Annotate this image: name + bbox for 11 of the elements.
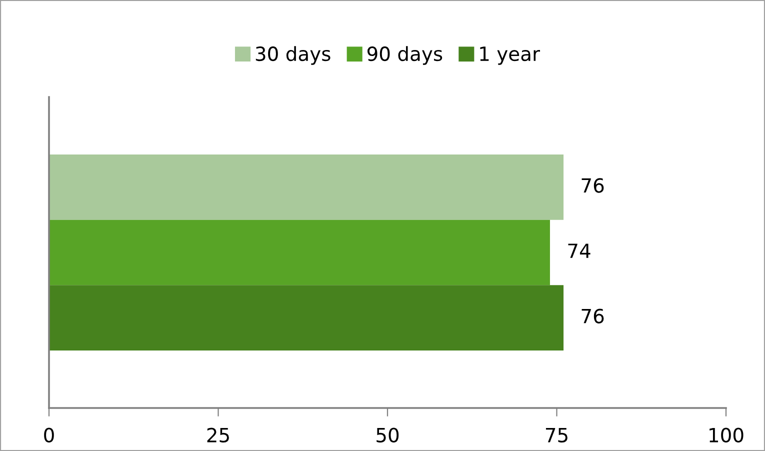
data-label: 76 <box>582 308 604 324</box>
x-tick-label: 50 <box>376 428 399 442</box>
x-tick-label: 100 <box>710 428 744 442</box>
data-label: 74 <box>568 244 590 258</box>
x-tick-label: 75 <box>546 428 568 442</box>
x-tick-label: 0 <box>44 428 54 442</box>
legend-label: 30 days <box>256 46 330 65</box>
data-label: 76 <box>582 178 604 193</box>
legend-label: 1 year <box>480 46 540 65</box>
legend-label: 90 days <box>367 46 442 65</box>
x-tick-label: 25 <box>207 428 229 442</box>
